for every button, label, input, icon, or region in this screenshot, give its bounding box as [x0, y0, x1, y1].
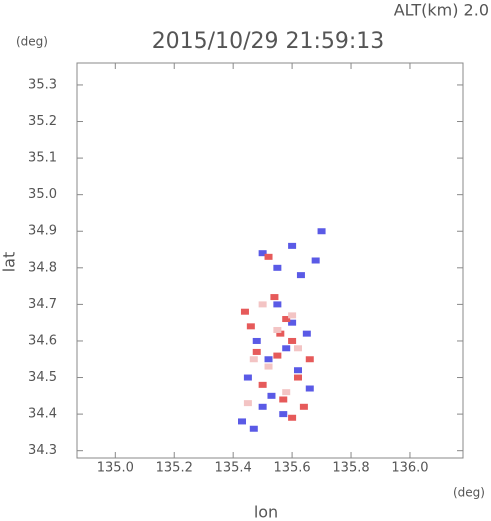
- y-tick-label: 34.9: [28, 224, 57, 239]
- y-tick-label: 34.4: [28, 407, 57, 422]
- x-tick-label: 135.2: [156, 461, 193, 476]
- echo-point: [258, 403, 267, 410]
- y-tick-label: 35.0: [28, 187, 57, 202]
- echo-point: [288, 414, 297, 421]
- y-tick-label: 34.7: [28, 297, 57, 312]
- x-unit: (deg): [453, 486, 485, 500]
- echo-point: [243, 374, 252, 381]
- echo-point: [279, 396, 288, 403]
- y-unit: (deg): [16, 35, 48, 49]
- echo-point: [264, 253, 273, 260]
- echo-point: [299, 403, 308, 410]
- echo-point: [317, 228, 326, 235]
- y-tick-label: 34.3: [28, 443, 57, 458]
- echo-point: [293, 367, 302, 374]
- echo-point: [273, 326, 282, 333]
- echo-point: [305, 385, 314, 392]
- plot-frame: [76, 62, 464, 459]
- echo-point: [282, 316, 291, 323]
- echo-point: [240, 308, 249, 315]
- echo-point: [305, 356, 314, 363]
- echo-point: [264, 356, 273, 363]
- y-tick-label: 34.6: [28, 333, 57, 348]
- echo-point: [279, 411, 288, 418]
- echo-point: [296, 272, 305, 279]
- x-tick-label: 135.0: [97, 461, 134, 476]
- echo-point: [264, 363, 273, 370]
- echo-point: [273, 264, 282, 271]
- y-tick-label: 35.1: [28, 151, 57, 166]
- echo-point: [273, 352, 282, 359]
- echo-point: [249, 356, 258, 363]
- y-tick-label: 35.2: [28, 114, 57, 129]
- echo-point: [288, 337, 297, 344]
- y-axis-title: lat: [0, 252, 19, 273]
- x-tick-label: 135.8: [332, 461, 369, 476]
- echo-point: [270, 294, 279, 301]
- echo-point: [246, 323, 255, 330]
- x-axis-title: lon: [254, 503, 278, 521]
- echo-point: [243, 400, 252, 407]
- echo-point: [273, 301, 282, 308]
- echo-point: [288, 242, 297, 249]
- echo-point: [288, 319, 297, 326]
- echo-point: [311, 257, 320, 264]
- echo-point: [302, 330, 311, 337]
- x-tick-label: 135.6: [273, 461, 310, 476]
- echo-point: [252, 348, 261, 355]
- y-tick-label: 34.5: [28, 370, 57, 385]
- echo-point: [238, 418, 247, 425]
- echo-point: [258, 250, 267, 257]
- chart-title: 2015/10/29 21:59:13: [152, 29, 385, 54]
- echo-point: [252, 337, 261, 344]
- echo-point: [258, 381, 267, 388]
- echo-point: [282, 345, 291, 352]
- echo-point: [288, 312, 297, 319]
- x-tick-label: 135.4: [215, 461, 252, 476]
- y-tick-label: 35.3: [28, 77, 57, 92]
- y-tick-label: 34.8: [28, 260, 57, 275]
- x-tick-label: 136.0: [391, 461, 428, 476]
- echo-point: [267, 392, 276, 399]
- altitude-label: ALT(km) 2.0: [394, 1, 489, 20]
- echo-point: [276, 330, 285, 337]
- echo-point: [258, 301, 267, 308]
- echo-point: [293, 345, 302, 352]
- echo-point: [282, 389, 291, 396]
- echo-point: [293, 374, 302, 381]
- echo-point: [249, 425, 258, 432]
